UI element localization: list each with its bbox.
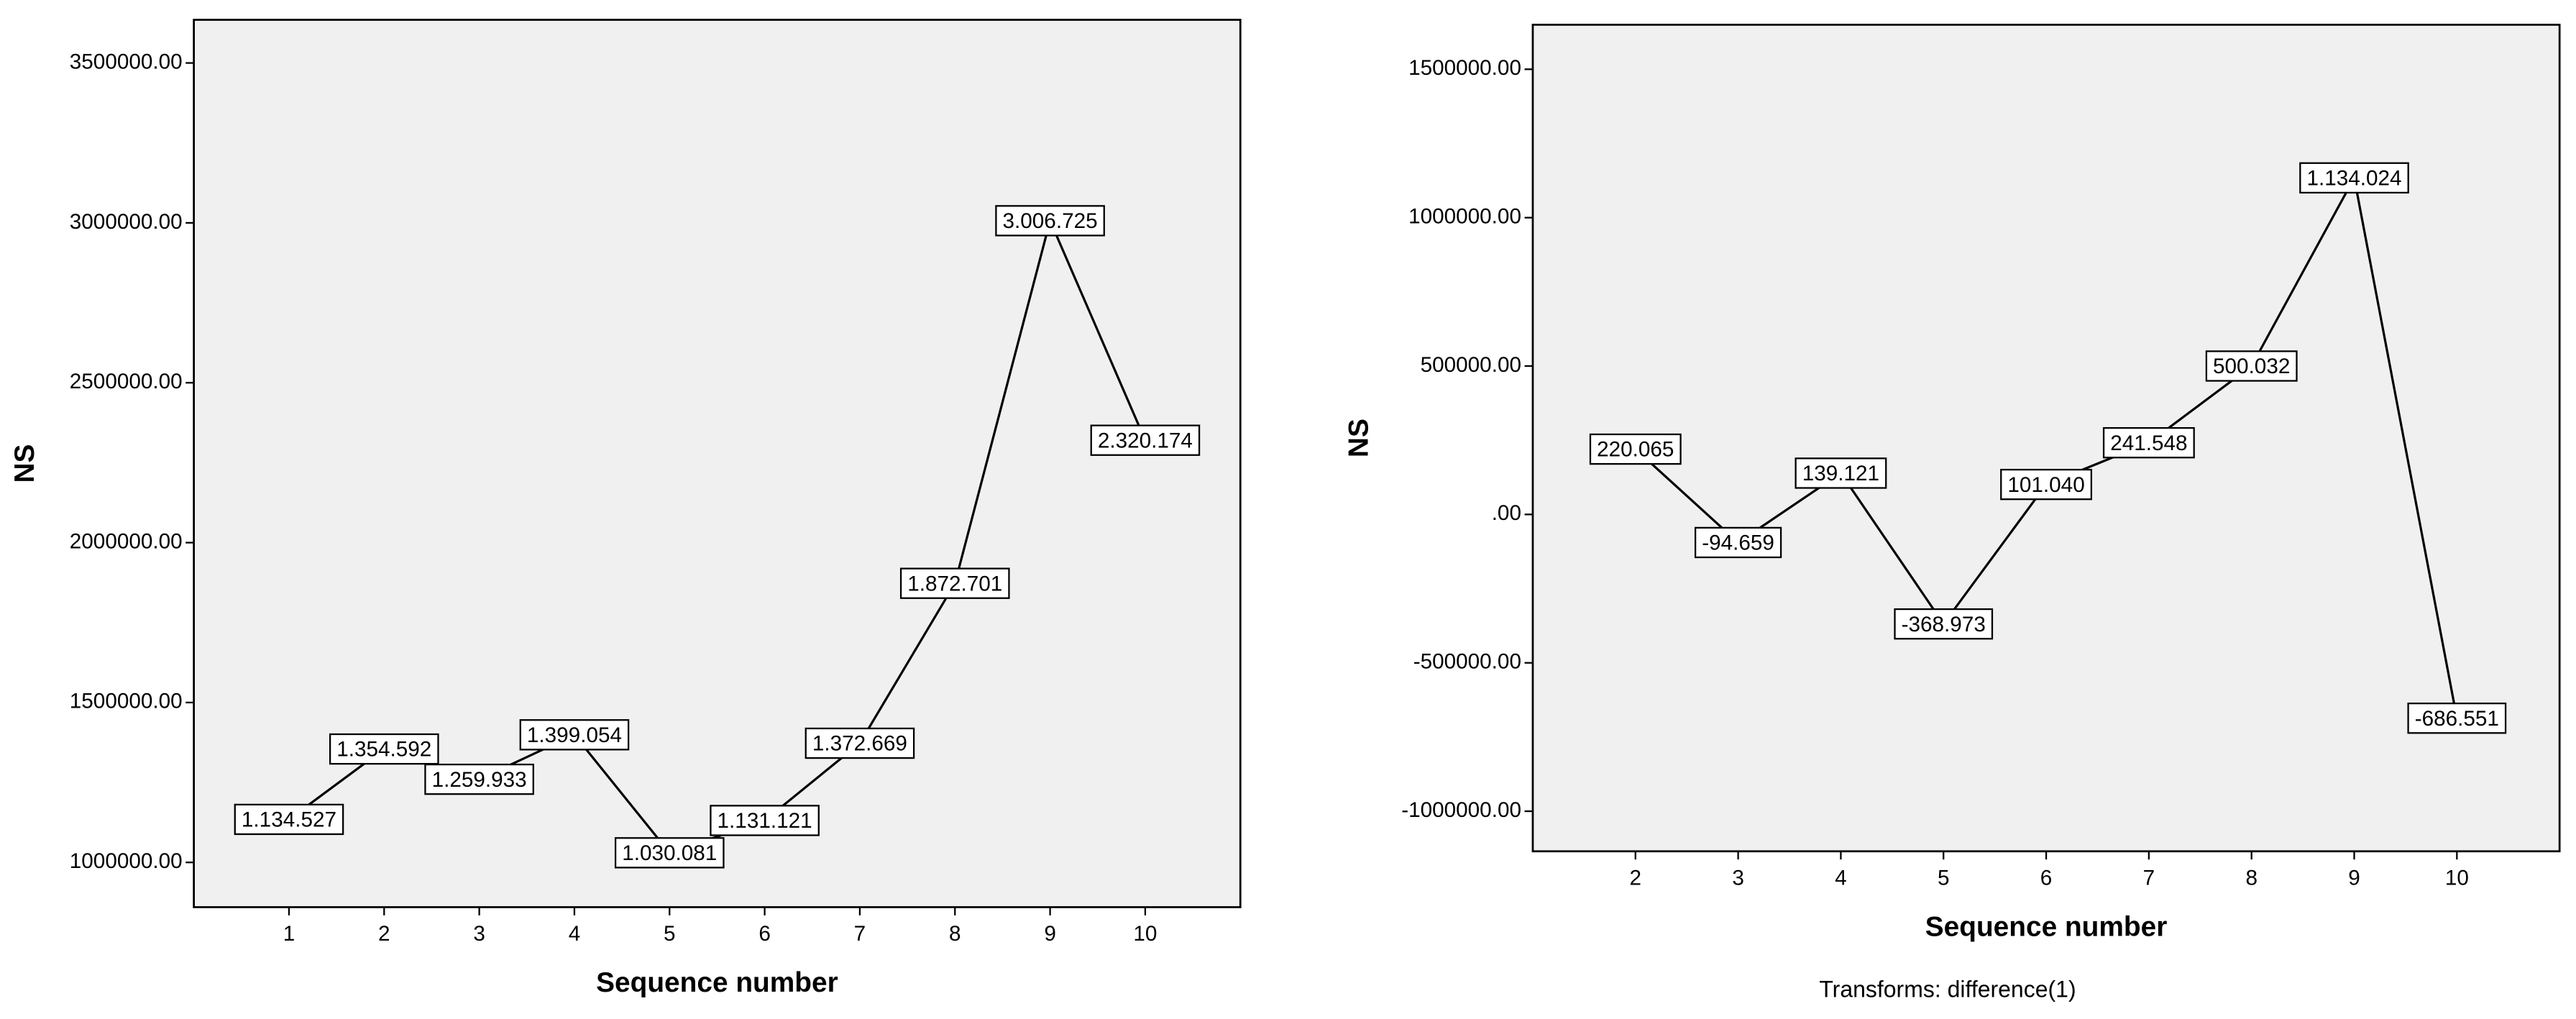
x-tick-label: 4 (1835, 866, 1847, 890)
data-label: 1.259.933 (424, 763, 534, 795)
data-label-box (519, 719, 630, 751)
data-label: 2.320.174 (1090, 424, 1201, 456)
data-label-box (2299, 162, 2409, 194)
y-tick-label: .00 (1492, 501, 1521, 525)
x-tick-label: 5 (664, 922, 676, 946)
data-label: -368.973 (1894, 608, 1994, 640)
data-label-box (2407, 703, 2507, 734)
data-label: -94.659 (1694, 526, 1782, 559)
x-tick-label: 5 (1938, 866, 1950, 890)
data-label-box (805, 727, 915, 759)
footnote: Transforms: difference(1) (1819, 976, 2076, 1002)
data-label-box (614, 837, 725, 869)
data-label-text: 3.006.725 (1003, 209, 1098, 233)
data-label-box (329, 733, 439, 765)
data-label: 220.065 (1589, 433, 1682, 465)
data-label-text: 1.131.121 (718, 809, 812, 833)
data-label-box (2102, 426, 2195, 459)
data-label: 1.372.669 (805, 727, 915, 759)
x-tick-label: 10 (2445, 866, 2469, 890)
data-label-box (1694, 526, 1782, 559)
y-tick-label: 1000000.00 (70, 849, 183, 873)
x-tick-label: 3 (473, 922, 485, 946)
data-label-box (234, 803, 344, 836)
x-tick-label: 8 (949, 922, 961, 946)
data-label-text: 1.872.701 (907, 572, 1002, 595)
data-label-text: 101.040 (2007, 473, 2084, 497)
data-label: -686.551 (2407, 703, 2507, 734)
y-tick-label: 2000000.00 (70, 529, 183, 553)
x-tick-label: 9 (1044, 922, 1056, 946)
data-label-box (1589, 433, 1682, 465)
data-label: 1.354.592 (329, 733, 439, 765)
data-label-box (899, 567, 1010, 599)
data-label-text: 241.548 (2110, 431, 2187, 455)
data-label: 1.134.024 (2299, 162, 2409, 194)
x-axis-title: Sequence number (596, 967, 838, 998)
data-label-box (1795, 457, 1887, 489)
data-label-box (2205, 350, 2298, 382)
y-tick-label: 1000000.00 (1408, 205, 1521, 229)
y-tick-label: 2500000.00 (70, 370, 183, 393)
x-tick-label: 1 (283, 922, 295, 946)
data-label-text: -686.551 (2415, 707, 2499, 731)
data-label-text: 220.065 (1597, 438, 1674, 462)
data-label: 500.032 (2205, 350, 2298, 382)
y-tick-label: 1500000.00 (1408, 56, 1521, 80)
y-axis-title: NS (9, 444, 40, 483)
plot-area (1531, 24, 2561, 853)
x-tick-label: 10 (1133, 922, 1157, 946)
data-label-text: 1.134.527 (242, 808, 336, 832)
data-label-text: 500.032 (2213, 355, 2290, 378)
x-tick-label: 9 (2348, 866, 2360, 890)
data-label-text: -368.973 (1902, 613, 1986, 636)
y-tick-label: 500000.00 (1421, 353, 1521, 377)
data-label-box (1090, 424, 1201, 456)
data-label-text: 1.354.592 (336, 738, 431, 762)
data-label-text: 139.121 (1802, 462, 1879, 485)
data-label-text: -94.659 (1702, 531, 1774, 555)
data-label: 1.399.054 (519, 719, 630, 751)
data-label-text: 1.372.669 (812, 732, 907, 756)
x-tick-label: 7 (854, 922, 866, 946)
y-tick-label: 3000000.00 (70, 210, 183, 234)
x-tick-label: 7 (2143, 866, 2155, 890)
y-axis-title: NS (1343, 419, 1374, 457)
y-tick-label: 3500000.00 (70, 50, 183, 73)
x-axis-title: Sequence number (1925, 911, 2168, 942)
data-label-text: 1.399.054 (527, 723, 622, 747)
y-tick-label: -500000.00 (1413, 650, 1521, 674)
x-tick-label: 8 (2245, 866, 2258, 890)
x-tick-label: 6 (2040, 866, 2053, 890)
data-label: 1.872.701 (899, 567, 1010, 599)
data-label-text: 1.134.024 (2306, 166, 2401, 190)
data-label: 1.134.527 (234, 803, 344, 836)
x-tick-label: 3 (1732, 866, 1744, 890)
data-label: 139.121 (1795, 457, 1887, 489)
data-label: 1.131.121 (710, 805, 820, 836)
x-tick-label: 6 (758, 922, 771, 946)
data-label-box (424, 763, 534, 795)
data-label: 101.040 (2000, 468, 2093, 501)
data-label-text: 1.259.933 (432, 768, 527, 792)
data-label: 3.006.725 (995, 205, 1105, 237)
x-tick-label: 4 (569, 922, 581, 946)
x-tick-label: 2 (378, 922, 390, 946)
data-label-box (710, 805, 820, 836)
data-label-text: 1.030.081 (622, 841, 717, 865)
y-tick-label: -1000000.00 (1401, 798, 1521, 822)
data-label: 1.030.081 (614, 837, 725, 869)
data-label-box (2000, 468, 2093, 501)
data-label-box (995, 205, 1105, 237)
y-tick-label: 1500000.00 (70, 690, 183, 713)
data-label-box (1894, 608, 1994, 640)
data-label: 241.548 (2102, 426, 2195, 459)
data-label-text: 2.320.174 (1098, 429, 1193, 452)
x-tick-label: 2 (1630, 866, 1642, 890)
